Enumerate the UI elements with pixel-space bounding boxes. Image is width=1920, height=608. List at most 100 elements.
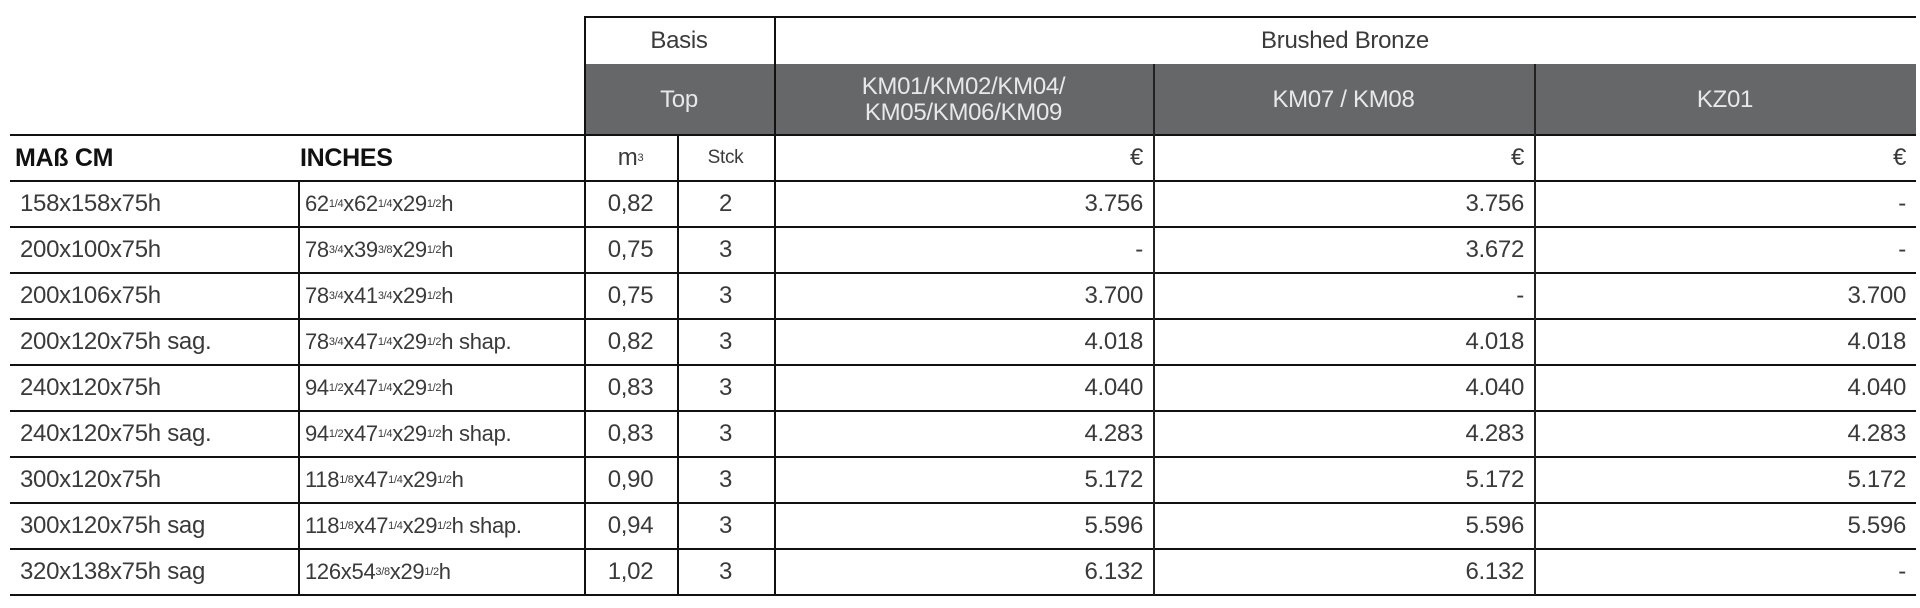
col-currency-1: €	[1129, 144, 1143, 171]
inch-part: x47	[353, 513, 389, 538]
inch-part: x62	[343, 191, 378, 216]
cell-p1: 4.018	[1084, 328, 1143, 355]
header-km-group-2: KM07 / KM08	[1153, 64, 1534, 135]
inch-part: x47	[343, 329, 378, 354]
inch-part: x29	[389, 559, 425, 584]
cell-cm: 200x120x75h sag.	[20, 328, 212, 355]
cell-cm: 158x158x75h	[20, 190, 161, 217]
inch-part: 78	[305, 329, 329, 354]
cell-p3: 4.018	[1847, 328, 1906, 355]
row-divider	[10, 226, 1916, 228]
inch-part: h shap.	[451, 513, 522, 538]
col-inches: INCHES	[300, 143, 393, 172]
divider	[677, 135, 679, 595]
cell-inches: 126x54 3/8 x29 1/2 h	[305, 559, 451, 584]
cell-stck: 3	[718, 420, 733, 447]
cell-p1: 3.700	[1084, 282, 1143, 309]
divider	[774, 16, 776, 595]
divider	[584, 16, 586, 595]
cell-inches: 62 1/4 x62 1/4 x29 1/2 h	[305, 191, 454, 216]
cell-cm: 300x120x75h sag	[20, 512, 205, 539]
cell-m3: 1,02	[607, 558, 654, 585]
cell-p2: 5.172	[1465, 466, 1524, 493]
row-divider	[10, 318, 1916, 320]
inch-part: h shap.	[441, 421, 512, 446]
cell-p2: 3.672	[1465, 236, 1524, 263]
header-top: Top	[584, 64, 774, 135]
cell-cm: 300x120x75h	[20, 466, 161, 493]
inch-part: x29	[392, 191, 427, 216]
inch-part: 118	[305, 467, 340, 492]
cell-cm: 200x100x75h	[20, 236, 161, 263]
inch-part: x29	[392, 237, 427, 262]
inch-part: x47	[353, 467, 389, 492]
header-kz01: KZ01	[1534, 64, 1916, 135]
cell-p2: 6.132	[1465, 558, 1524, 585]
inch-part: x29	[392, 329, 427, 354]
cell-stck: 3	[718, 466, 733, 493]
cell-cm: 240x120x75h	[20, 374, 161, 401]
cell-p3: 5.172	[1847, 466, 1906, 493]
cell-inches: 78 3/4 x47 1/4 x29 1/2 h shap.	[305, 329, 512, 354]
cell-stck: 3	[718, 236, 733, 263]
inch-part: 126x54	[305, 559, 376, 584]
cell-p1: 3.756	[1084, 190, 1143, 217]
inch-part: h	[441, 191, 454, 216]
cell-inches: 118 1/8 x47 1/4 x29 1/2 h shap.	[305, 513, 522, 538]
cell-m3: 0,90	[607, 466, 654, 493]
inch-part: 62	[305, 191, 329, 216]
cell-m3: 0,83	[607, 374, 654, 401]
cell-m3: 0,83	[607, 420, 654, 447]
cell-p3: -	[1898, 236, 1906, 263]
header-brushed-bronze: Brushed Bronze	[1261, 26, 1429, 54]
inch-part: 118	[305, 513, 340, 538]
cell-p1: 4.283	[1084, 420, 1143, 447]
row-divider	[10, 272, 1916, 274]
col-m3-base: m	[617, 144, 638, 171]
inch-part: x29	[402, 467, 438, 492]
row-divider	[10, 410, 1916, 412]
col-currency-3: €	[1892, 144, 1906, 171]
header-km-group-1: KM01/KM02/KM04/ KM05/KM06/KM09	[774, 64, 1153, 135]
cell-p1: -	[1135, 236, 1143, 263]
cell-stck: 3	[718, 558, 733, 585]
inch-part: 78	[305, 237, 329, 262]
cell-p1: 5.596	[1084, 512, 1143, 539]
inch-part: 94	[305, 421, 329, 446]
col-stck: Stck	[707, 147, 744, 168]
inch-part: h	[441, 283, 454, 308]
inch-part: x47	[343, 421, 378, 446]
cell-p3: 5.596	[1847, 512, 1906, 539]
cell-p3: 3.700	[1847, 282, 1906, 309]
row-divider	[10, 502, 1916, 504]
inch-part: x29	[392, 421, 427, 446]
inch-part: h	[441, 375, 454, 400]
cell-m3: 0,75	[607, 282, 654, 309]
inch-part: h	[441, 237, 454, 262]
cell-p1: 6.132	[1084, 558, 1143, 585]
inch-part: 94	[305, 375, 329, 400]
cell-p3: 4.040	[1847, 374, 1906, 401]
cell-p3: 4.283	[1847, 420, 1906, 447]
cell-stck: 3	[718, 374, 733, 401]
cell-p3: -	[1898, 190, 1906, 217]
cell-stck: 3	[718, 512, 733, 539]
row-divider	[10, 594, 1916, 596]
inch-part: x47	[343, 375, 378, 400]
divider	[1534, 64, 1536, 595]
divider	[1153, 64, 1155, 595]
divider	[298, 181, 300, 595]
header-basis: Basis	[650, 26, 708, 54]
cell-m3: 0,82	[607, 328, 654, 355]
inch-part: x29	[392, 375, 427, 400]
inch-part: h	[438, 559, 451, 584]
inch-part: x41	[343, 283, 378, 308]
cell-inches: 118 1/8 x47 1/4 x29 1/2 h	[305, 467, 464, 492]
cell-m3: 0,82	[607, 190, 654, 217]
divider	[10, 134, 1916, 136]
cell-p2: 5.596	[1465, 512, 1524, 539]
divider	[584, 16, 1916, 18]
inch-part: x29	[402, 513, 438, 538]
cell-inches: 94 1/2 x47 1/4 x29 1/2 h shap.	[305, 421, 512, 446]
inch-part: h	[451, 467, 464, 492]
